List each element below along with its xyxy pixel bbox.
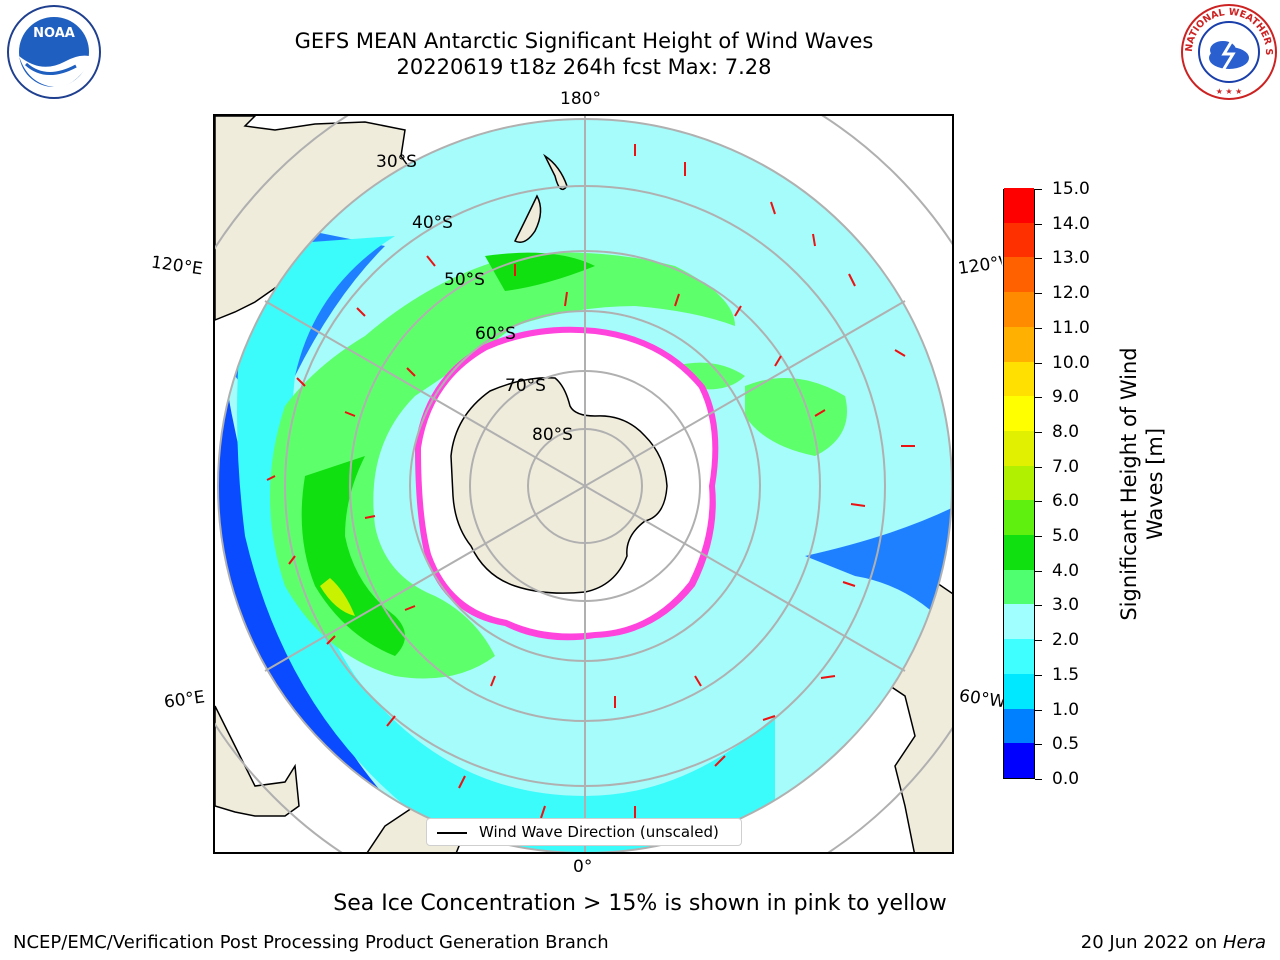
colorbar-segment <box>1004 499 1034 536</box>
colorbar-segment <box>1004 187 1034 223</box>
colorbar-tick-label: 1.0 <box>1052 699 1080 720</box>
colorbar-segment <box>1004 395 1034 431</box>
colorbar-tick <box>1035 501 1042 503</box>
chart-subtitle: 20220619 t18z 264h fcst Max: 7.28 <box>396 55 772 79</box>
lat-label-70s: 70°S <box>505 376 546 396</box>
footer-credit: NCEP/EMC/Verification Post Processing Pr… <box>13 932 609 953</box>
colorbar-segment <box>1004 534 1034 570</box>
colorbar-tick-label: 10.0 <box>1052 352 1090 373</box>
colorbar-segment <box>1004 361 1034 397</box>
colorbar-tick-label: 0.5 <box>1052 734 1080 755</box>
colorbar-tick-label: 13.0 <box>1052 248 1090 269</box>
graticule <box>215 116 952 852</box>
colorbar-segment <box>1004 638 1034 674</box>
lon-label-180: 180° <box>560 89 601 109</box>
lat-label-40s: 40°S <box>412 213 453 233</box>
colorbar-segment <box>1004 222 1034 258</box>
colorbar-tick <box>1035 779 1042 780</box>
colorbar-segment <box>1004 256 1034 293</box>
colorbar-tick-label: 6.0 <box>1052 491 1080 512</box>
colorbar-tick <box>1035 189 1042 190</box>
svg-text:★ ★ ★: ★ ★ ★ <box>1216 87 1243 96</box>
colorbar-tick-label: 4.0 <box>1052 560 1080 581</box>
colorbar-title: Significant Height of Wind Waves [m] <box>1116 347 1168 620</box>
footer-date: 20 Jun 2022 on Hera <box>1081 932 1266 953</box>
colorbar-tick-label: 2.0 <box>1052 630 1080 651</box>
lon-label-0: 0° <box>573 857 593 877</box>
colorbar-tick <box>1035 536 1042 538</box>
colorbar-tick <box>1035 640 1042 642</box>
colorbar-tick-label: 3.0 <box>1052 595 1080 616</box>
lon-label-120w: 120°W <box>956 253 1004 279</box>
nws-logo: NATIONAL WEATHER SERVICE ★ ★ ★ <box>1178 2 1277 100</box>
legend-line-swatch <box>437 832 467 834</box>
colorbar-title-line2: Waves [m] <box>1143 427 1167 541</box>
colorbar-segment <box>1004 673 1034 709</box>
colorbar-segment <box>1004 708 1034 744</box>
colorbar-tick <box>1035 605 1042 607</box>
colorbar-segment <box>1004 465 1034 501</box>
lon-label-60e: 60°E <box>162 687 207 713</box>
colorbar-tick-label: 7.0 <box>1052 456 1080 477</box>
antarctica <box>450 377 668 594</box>
colorbar-tick <box>1035 709 1042 711</box>
colorbar-tick-label: 9.0 <box>1052 387 1080 408</box>
colorbar-tick-label: 1.5 <box>1052 664 1080 685</box>
colorbar-tick <box>1035 258 1042 260</box>
map-canvas <box>215 116 952 852</box>
wave-arrows <box>266 144 915 819</box>
colorbar-tick <box>1035 466 1042 468</box>
colorbar-segment <box>1004 569 1034 605</box>
colorbar-segment <box>1004 291 1034 327</box>
colorbar-tick-label: 11.0 <box>1052 317 1090 338</box>
legend-label: Wind Wave Direction (unscaled) <box>479 823 719 841</box>
sea-ice-caption: Sea Ice Concentration > 15% is shown in … <box>333 891 947 916</box>
footer-date-text: 20 Jun 2022 on <box>1080 932 1223 953</box>
lat-label-50s: 50°S <box>444 270 485 290</box>
colorbar-segment <box>1004 603 1034 640</box>
polar-map <box>213 114 954 854</box>
colorbar-tick <box>1035 327 1042 329</box>
lat-label-60s: 60°S <box>475 324 516 344</box>
lat-label-80s: 80°S <box>532 425 573 445</box>
colorbar-tick <box>1035 223 1042 225</box>
colorbar-tick <box>1035 744 1042 746</box>
colorbar-segment <box>1004 430 1034 466</box>
colorbar-tick-label: 15.0 <box>1052 179 1090 199</box>
colorbar-tick <box>1035 570 1042 572</box>
colorbar-title-line1: Significant Height of Wind <box>1117 347 1141 621</box>
colorbar-segment <box>1004 742 1034 778</box>
lon-label-60w: 60°W <box>957 686 1005 712</box>
colorbar-tick <box>1035 674 1042 676</box>
lon-label-120e: 120°E <box>149 252 204 280</box>
colorbar-tick <box>1035 431 1042 433</box>
lat-label-30s: 30°S <box>376 152 417 172</box>
noaa-logo: NOAA <box>7 5 101 99</box>
colorbar-tick <box>1035 293 1042 295</box>
colorbar-tick-label: 8.0 <box>1052 421 1080 442</box>
colorbar-tick-label: 5.0 <box>1052 526 1080 547</box>
colorbar-tick-label: 12.0 <box>1052 283 1090 304</box>
colorbar-segment <box>1004 326 1034 362</box>
colorbar-tick-label: 0.0 <box>1052 769 1080 789</box>
svg-text:NOAA: NOAA <box>33 26 75 41</box>
colorbar <box>1003 187 1035 779</box>
footer-host: Hera <box>1222 932 1266 953</box>
colorbar-tick-label: 14.0 <box>1052 213 1090 234</box>
colorbar-tick <box>1035 397 1042 399</box>
colorbar-tick <box>1035 362 1042 364</box>
chart-title: GEFS MEAN Antarctic Significant Height o… <box>294 29 874 53</box>
map-legend: Wind Wave Direction (unscaled) <box>426 818 742 846</box>
